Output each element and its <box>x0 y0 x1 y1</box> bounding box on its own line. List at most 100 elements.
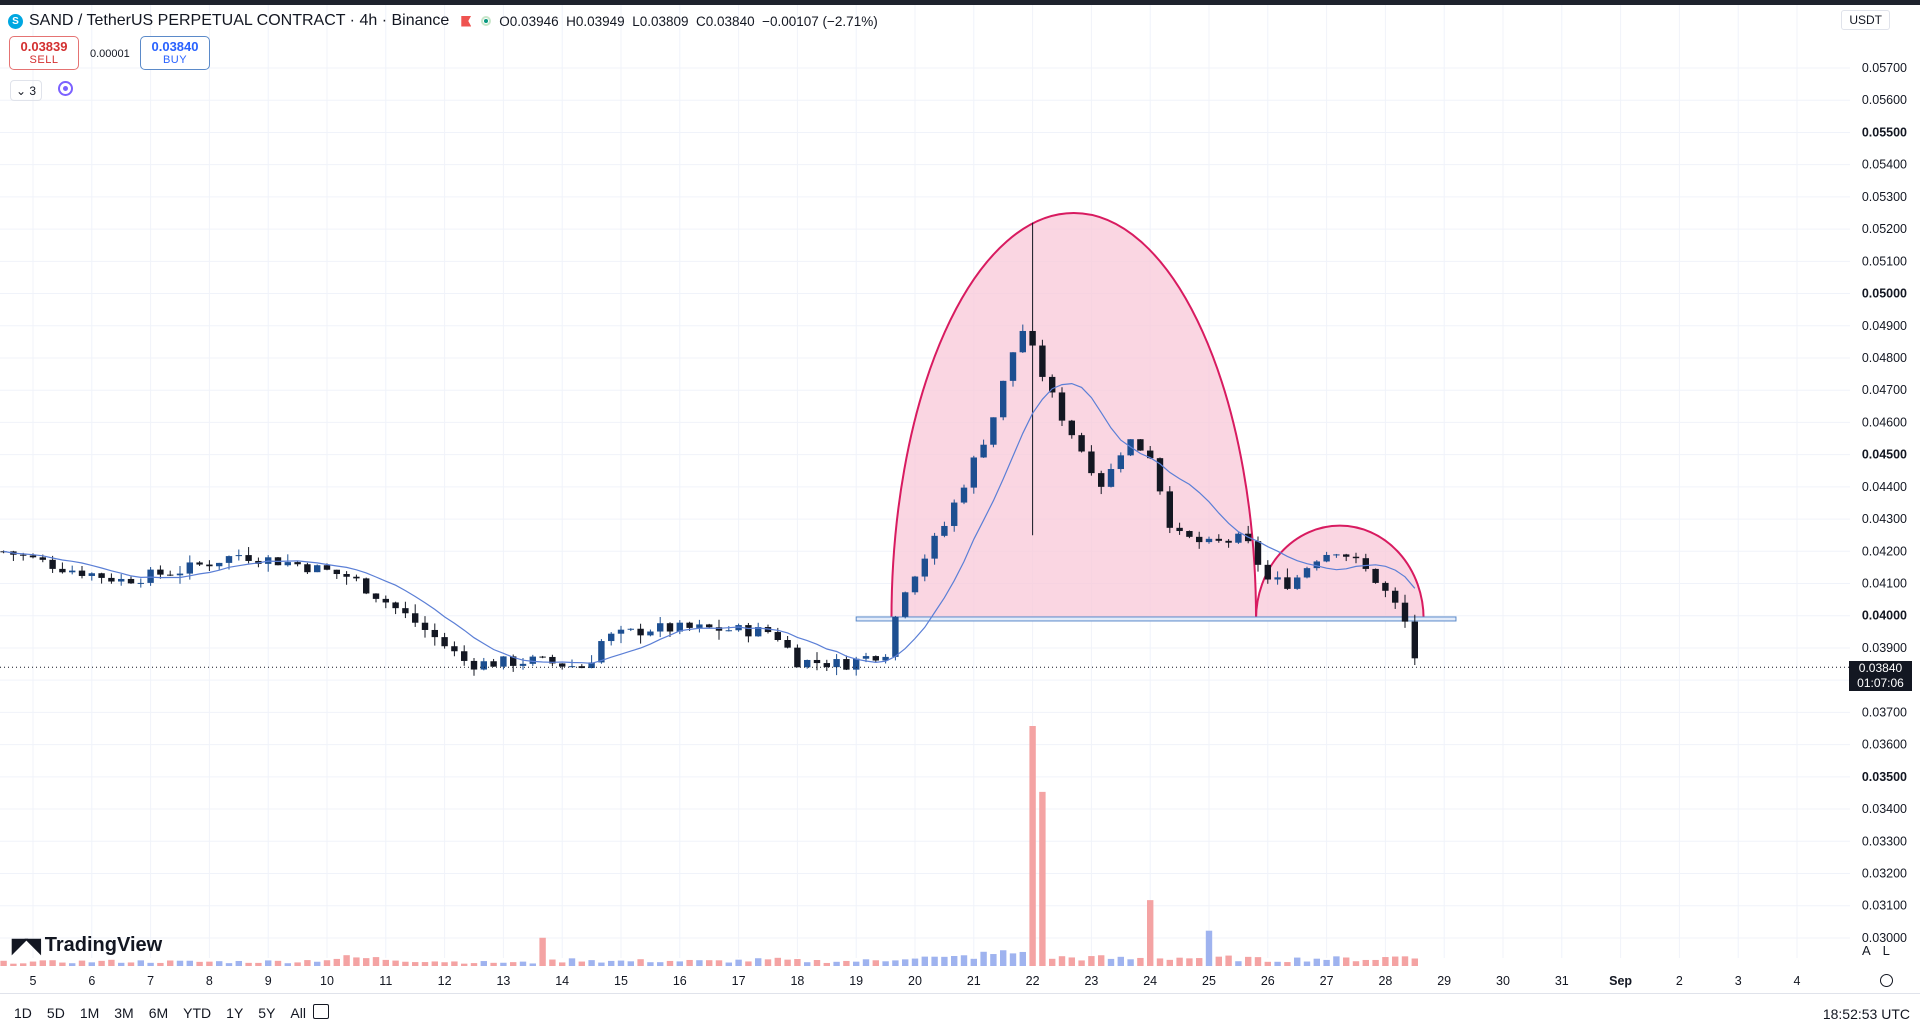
y-tick-label: 0.05200 <box>1862 222 1907 236</box>
candle-body <box>1137 439 1144 451</box>
sync-icon[interactable] <box>58 81 73 96</box>
utc-clock[interactable]: 18:52:53 UTC <box>1822 1006 1910 1022</box>
candle-body <box>931 535 938 559</box>
candle-body <box>343 574 350 577</box>
volume-bar <box>745 961 752 966</box>
volume-bar <box>127 962 135 966</box>
candle-body <box>29 555 37 558</box>
candle-body <box>559 663 566 667</box>
y-tick-label: 0.03100 <box>1862 899 1907 913</box>
volume-bar <box>235 960 242 966</box>
candle-body <box>1352 556 1360 559</box>
candle-body <box>1264 564 1271 580</box>
volume-bar <box>588 960 595 966</box>
moving-average <box>3 382 1416 664</box>
calendar-icon[interactable] <box>313 1004 329 1019</box>
candle-body <box>137 582 144 584</box>
candle-body <box>20 554 27 556</box>
range-6m[interactable]: 6M <box>148 1005 169 1021</box>
range-1m[interactable]: 1M <box>79 1005 100 1021</box>
candle-body <box>1392 590 1399 603</box>
tradingview-logo[interactable]: ◤◥ TradingView <box>12 933 162 958</box>
candle-body <box>372 593 380 599</box>
candle-body <box>598 641 605 663</box>
symbol-title[interactable]: SAND / TetherUS PERPETUAL CONTRACT · 4h … <box>29 12 450 29</box>
range-1y[interactable]: 1Y <box>226 1005 244 1021</box>
candle-body <box>1294 577 1301 589</box>
volume-bar <box>519 961 527 966</box>
volume-bar <box>647 962 654 966</box>
volume-bar <box>666 960 674 966</box>
candle-body <box>1382 582 1389 591</box>
log-scale-button[interactable]: L <box>1882 943 1890 958</box>
volume-bar <box>69 963 76 966</box>
x-tick-label: 13 <box>496 974 510 988</box>
y-tick-label: 0.05400 <box>1862 158 1907 172</box>
candle-body <box>1147 450 1154 459</box>
candle-body <box>1000 380 1007 418</box>
volume-bar <box>451 961 458 966</box>
y-tick-label: 0.04400 <box>1862 480 1907 494</box>
candle-body <box>529 656 536 664</box>
sell-label: SELL <box>29 54 59 66</box>
volume-bar <box>1127 959 1134 966</box>
candle-body <box>470 660 478 670</box>
volume-bar <box>1362 959 1369 966</box>
volume-bar <box>0 960 7 966</box>
candle-body <box>784 639 791 648</box>
divider <box>0 993 1920 994</box>
candle-body <box>1323 554 1330 562</box>
volume-bar <box>706 960 713 966</box>
range-5y[interactable]: 5Y <box>258 1005 276 1021</box>
settings-icon[interactable] <box>1880 974 1893 987</box>
candle-body <box>461 651 468 661</box>
x-tick-label: 14 <box>555 974 569 988</box>
candle-body <box>1058 392 1066 421</box>
x-tick-label: 27 <box>1320 974 1334 988</box>
candle-body <box>637 628 644 636</box>
volume-bar <box>353 957 360 966</box>
candle-body <box>176 573 184 576</box>
range-5d[interactable]: 5D <box>46 1005 65 1021</box>
x-tick-label: 31 <box>1555 974 1569 988</box>
volume-bar <box>49 960 56 966</box>
volume-bar <box>363 958 370 966</box>
candle-body <box>745 625 752 637</box>
y-tick-label: 0.03000 <box>1862 931 1907 945</box>
volume-bar <box>990 954 997 966</box>
volume-bar <box>1392 956 1399 966</box>
range-ytd[interactable]: YTD <box>183 1005 212 1021</box>
auto-scale-button[interactable]: A <box>1862 943 1871 958</box>
range-selector: 1D 5D 1M 3M 6M YTD 1Y 5Y All <box>14 1005 306 1021</box>
volume-bar <box>1107 958 1115 966</box>
volume-bar <box>951 955 958 966</box>
candle-body <box>480 661 487 670</box>
x-tick-label: 17 <box>732 974 746 988</box>
candle-body <box>382 598 389 603</box>
volume-bar <box>1372 959 1379 966</box>
range-3m[interactable]: 3M <box>114 1005 134 1021</box>
volume-bar <box>980 951 987 966</box>
candle-body <box>657 623 664 632</box>
y-tick-label: 0.04600 <box>1862 415 1907 429</box>
currency-selector[interactable]: USDT <box>1841 10 1890 30</box>
volume-bar <box>108 959 115 966</box>
candle-body <box>118 578 125 582</box>
x-tick-label: 3 <box>1735 974 1742 988</box>
volume-bar <box>755 958 762 966</box>
buy-button[interactable]: 0.03840 BUY <box>140 36 210 70</box>
last-price-label: 0.03840 01:07:06 <box>1849 661 1912 691</box>
sell-button[interactable]: 0.03839 SELL <box>9 36 79 70</box>
candle-body <box>216 562 223 567</box>
volume-bar <box>1156 958 1164 966</box>
volume-bar <box>98 960 105 966</box>
candle-body <box>833 659 840 668</box>
range-all[interactable]: All <box>290 1005 306 1021</box>
tradingview-logo-icon: ◤◥ <box>12 935 41 957</box>
volume-bar <box>804 962 811 966</box>
range-1d[interactable]: 1D <box>14 1005 32 1021</box>
candle-body <box>1215 538 1222 541</box>
flag-icon[interactable] <box>461 15 472 27</box>
indicators-toggle[interactable]: ⌄ 3 <box>10 80 42 101</box>
